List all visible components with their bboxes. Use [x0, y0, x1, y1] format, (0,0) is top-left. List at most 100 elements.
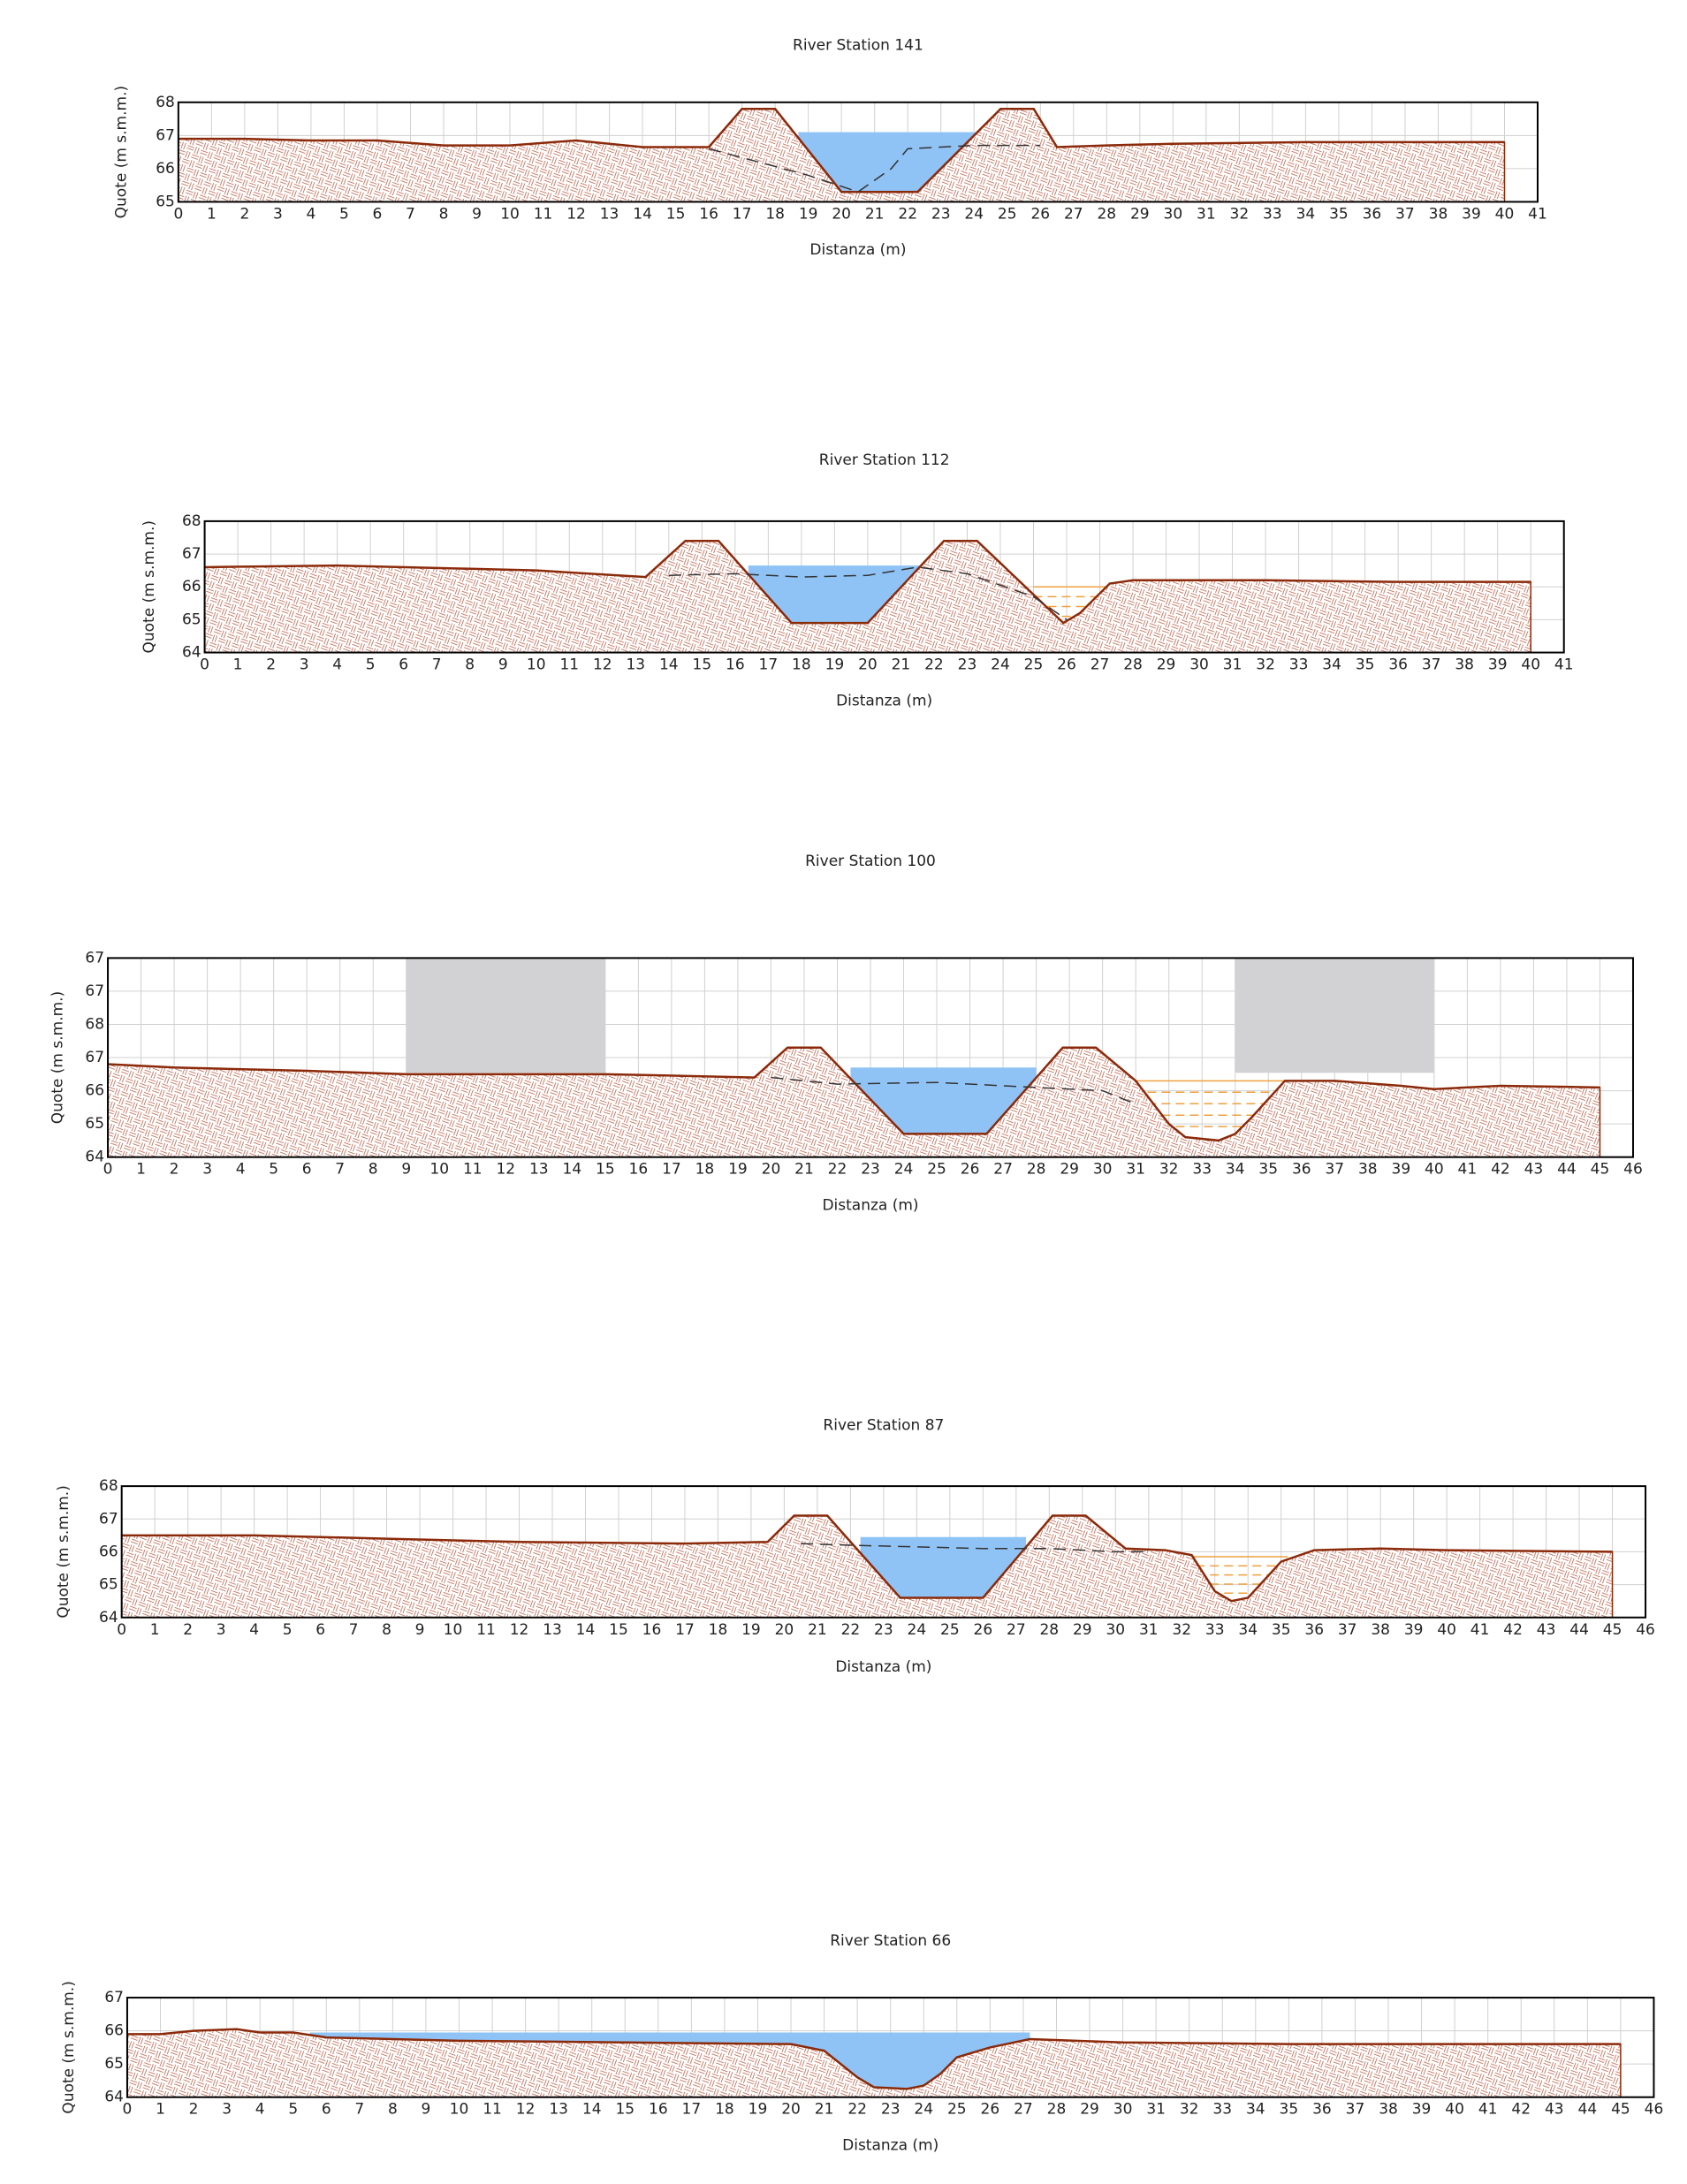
y-axis-label: Quote (m s.m.m.): [141, 520, 158, 654]
x-tick-label: 3: [217, 1621, 226, 1639]
x-tick-label: 46: [1623, 1161, 1643, 1179]
x-tick-label: 36: [1363, 205, 1382, 223]
x-tick-label: 17: [682, 2101, 702, 2119]
x-tick-label: 16: [726, 656, 745, 674]
x-tick-label: 25: [1024, 656, 1044, 674]
y-tick-label: 65: [182, 610, 201, 628]
x-tick-label: 21: [794, 1161, 814, 1179]
x-tick-label: 20: [775, 1621, 794, 1639]
ground-line: [178, 108, 1505, 193]
x-tick-label: 8: [439, 205, 449, 223]
x-tick-label: 26: [974, 1621, 993, 1639]
x-tick-label: 39: [1462, 205, 1481, 223]
x-tick-label: 34: [1226, 1161, 1245, 1179]
x-tick-label: 41: [1458, 1161, 1478, 1179]
x-axis-label: Distanza (m): [809, 241, 906, 259]
x-tick-label: 38: [1455, 656, 1474, 674]
x-tick-label: 5: [288, 2101, 298, 2119]
x-tick-label: 10: [450, 2101, 469, 2119]
x-tick-label: 26: [961, 1161, 980, 1179]
x-tick-label: 44: [1578, 2101, 1598, 2119]
x-tick-label: 28: [1039, 1621, 1059, 1639]
y-tick-label: 66: [99, 1543, 118, 1560]
y-axis-label: Quote (m s.m.m.): [113, 86, 131, 219]
x-tick-label: 21: [865, 205, 885, 223]
chart-title: River Station 112: [819, 451, 950, 469]
x-tick-label: 7: [335, 1161, 345, 1179]
x-tick-label: 17: [675, 1621, 695, 1639]
x-tick-label: 41: [1470, 1621, 1490, 1639]
x-tick-label: 27: [1064, 205, 1083, 223]
x-tick-label: 29: [1157, 656, 1176, 674]
x-tick-label: 22: [847, 2101, 867, 2119]
dashed-line: [708, 144, 1041, 193]
x-tick-label: 21: [808, 1621, 827, 1639]
plot-frame: [125, 1997, 1655, 2098]
x-tick-label: 40: [1521, 656, 1540, 674]
x-tick-label: 22: [841, 1621, 861, 1639]
x-tick-label: 3: [222, 2101, 232, 2119]
y-tick-label: 66: [182, 578, 201, 595]
x-tick-label: 22: [898, 205, 917, 223]
x-tick-label: 12: [566, 205, 586, 223]
x-tick-label: 36: [1312, 2101, 1332, 2119]
dashed-line: [801, 1543, 1149, 1553]
y-tick-label: 64: [99, 1609, 118, 1627]
x-tick-label: 15: [596, 1161, 615, 1179]
x-tick-label: 4: [255, 2101, 265, 2119]
x-tick-label: 9: [422, 2101, 431, 2119]
y-tick-label: 65: [85, 1115, 104, 1133]
x-tick-label: 11: [463, 1161, 483, 1179]
x-tick-label: 25: [998, 205, 1017, 223]
x-tick-label: 10: [500, 205, 520, 223]
y-axis-label: Quote (m s.m.m.): [55, 1485, 72, 1619]
x-tick-label: 44: [1557, 1161, 1577, 1179]
x-tick-label: 30: [1189, 656, 1209, 674]
x-tick-label: 12: [593, 656, 612, 674]
ground-line: [204, 539, 1531, 625]
x-tick-label: 10: [429, 1161, 449, 1179]
x-tick-label: 17: [733, 205, 752, 223]
x-tick-label: 7: [349, 1621, 359, 1639]
x-tick-label: 42: [1503, 1621, 1523, 1639]
x-tick-label: 30: [1164, 205, 1183, 223]
x-tick-label: 19: [741, 1621, 761, 1639]
x-tick-label: 5: [339, 205, 349, 223]
ground-line: [107, 1046, 1600, 1142]
x-tick-label: 33: [1205, 1621, 1225, 1639]
x-tick-label: 14: [582, 2101, 602, 2119]
x-tick-label: 17: [759, 656, 779, 674]
x-tick-label: 22: [828, 1161, 847, 1179]
x-tick-label: 12: [496, 1161, 515, 1179]
x-tick-label: 30: [1106, 1621, 1125, 1639]
x-axis-label: Distanza (m): [842, 2136, 938, 2154]
x-tick-label: 36: [1292, 1161, 1311, 1179]
x-tick-label: 32: [1230, 205, 1250, 223]
x-tick-label: 0: [200, 656, 209, 674]
x-tick-label: 7: [406, 205, 415, 223]
x-tick-label: 19: [825, 656, 845, 674]
x-tick-label: 24: [914, 2101, 933, 2119]
y-tick-label: 68: [156, 94, 175, 111]
x-tick-label: 11: [476, 1621, 496, 1639]
x-tick-label: 37: [1395, 205, 1415, 223]
x-tick-label: 16: [649, 2101, 668, 2119]
x-tick-label: 8: [382, 1621, 391, 1639]
x-tick-label: 43: [1545, 2101, 1564, 2119]
x-tick-label: 34: [1246, 2101, 1265, 2119]
x-tick-label: 13: [600, 205, 619, 223]
x-tick-label: 29: [1080, 2101, 1099, 2119]
x-tick-label: 11: [559, 656, 579, 674]
x-tick-label: 31: [1126, 1161, 1145, 1179]
x-tick-label: 38: [1429, 205, 1448, 223]
y-tick-label: 64: [85, 1149, 104, 1166]
x-tick-label: 40: [1425, 1161, 1444, 1179]
x-tick-label: 14: [563, 1161, 582, 1179]
x-tick-label: 2: [189, 2101, 199, 2119]
plot-frame: [203, 519, 1565, 654]
x-tick-label: 31: [1139, 1621, 1159, 1639]
x-tick-label: 12: [510, 1621, 529, 1639]
x-tick-label: 29: [1073, 1621, 1092, 1639]
ground-line: [126, 2028, 1621, 2090]
y-tick-label: 66: [85, 1082, 104, 1100]
